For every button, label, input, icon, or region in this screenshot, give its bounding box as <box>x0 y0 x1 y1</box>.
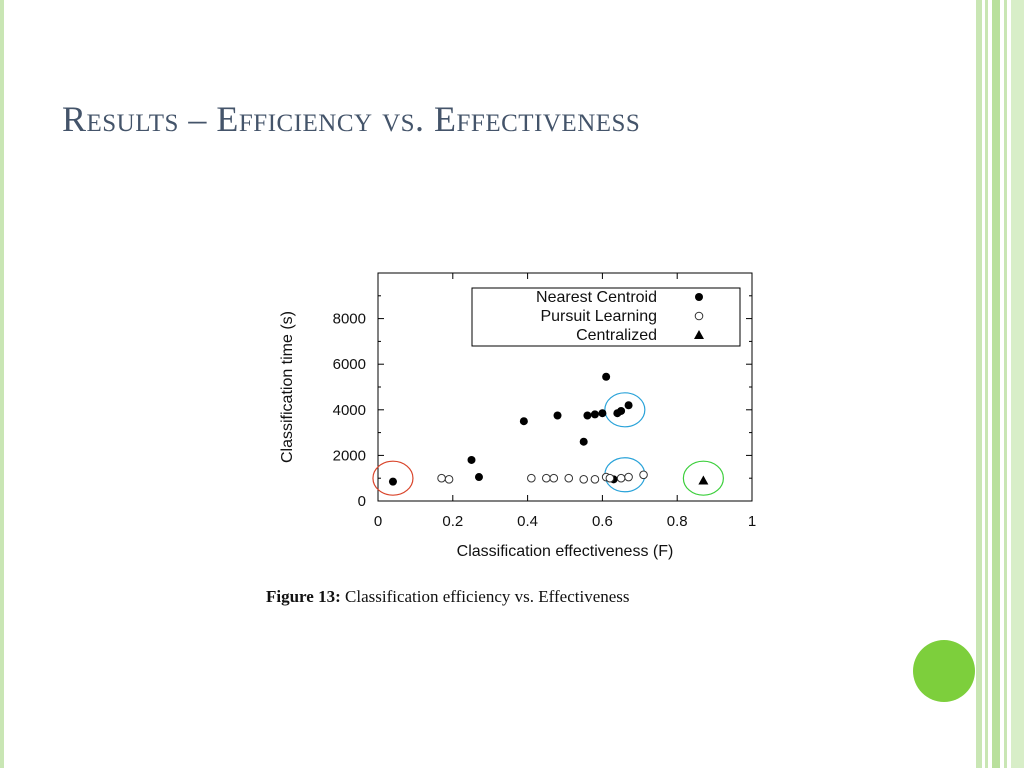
data-point <box>467 455 476 464</box>
data-point <box>579 475 589 484</box>
figure-caption: Figure 13: Classification efficiency vs.… <box>266 587 630 607</box>
data-point <box>590 410 599 419</box>
x-tick-label: 0.4 <box>517 513 538 530</box>
highlight-circle <box>372 460 414 496</box>
highlight-circle <box>682 460 724 496</box>
left-border-decoration <box>0 0 4 768</box>
y-axis-label: Classification time (s) <box>279 311 296 463</box>
y-tick-label: 2000 <box>333 447 366 464</box>
caption-text: Classification efficiency vs. Effectiven… <box>345 587 630 606</box>
caption-label: Figure 13: <box>266 587 341 606</box>
data-point <box>624 401 633 410</box>
y-tick-label: 0 <box>358 493 366 510</box>
legend-marker <box>694 330 704 339</box>
decorative-green-circle <box>913 640 975 702</box>
legend-marker <box>694 311 704 321</box>
x-tick-label: 0.2 <box>442 513 463 530</box>
data-point <box>698 475 709 485</box>
data-point <box>639 470 648 480</box>
data-point <box>579 437 588 446</box>
y-tick-label: 4000 <box>333 402 366 419</box>
x-tick-label: 0.8 <box>667 513 688 530</box>
data-point <box>617 406 626 415</box>
x-tick-label: 1 <box>748 513 756 530</box>
x-axis-label: Classification effectiveness (F) <box>457 543 674 560</box>
data-point <box>602 372 611 381</box>
legend-entry-label: Centralized <box>576 327 657 344</box>
data-point <box>590 475 600 484</box>
data-point <box>542 473 551 483</box>
legend-entry-label: Pursuit Learning <box>540 308 657 325</box>
x-tick-label: 0.6 <box>592 513 613 530</box>
data-point <box>527 473 536 483</box>
y-tick-label: 8000 <box>333 311 366 328</box>
data-point <box>598 409 607 418</box>
data-point <box>553 411 562 420</box>
data-point <box>616 473 626 483</box>
data-point <box>388 477 397 486</box>
data-point <box>519 417 528 426</box>
data-point <box>549 473 559 483</box>
data-point <box>444 475 454 484</box>
data-point <box>437 473 446 483</box>
data-point <box>583 411 592 420</box>
data-point <box>624 472 633 482</box>
legend-entry-label: Nearest Centroid <box>536 289 657 306</box>
y-tick-label: 6000 <box>333 356 366 373</box>
x-tick-label: 0 <box>374 513 382 530</box>
data-point <box>605 473 615 483</box>
data-point <box>564 473 574 483</box>
slide-title: Results – Efficiency vs. Effectiveness <box>62 99 641 139</box>
highlight-circle <box>604 392 646 428</box>
legend-marker <box>695 293 703 301</box>
chart-legend: Nearest Centroid Pursuit Learning Centrali… <box>471 287 741 347</box>
right-stripe-decoration <box>976 0 1024 768</box>
data-point <box>474 473 483 482</box>
